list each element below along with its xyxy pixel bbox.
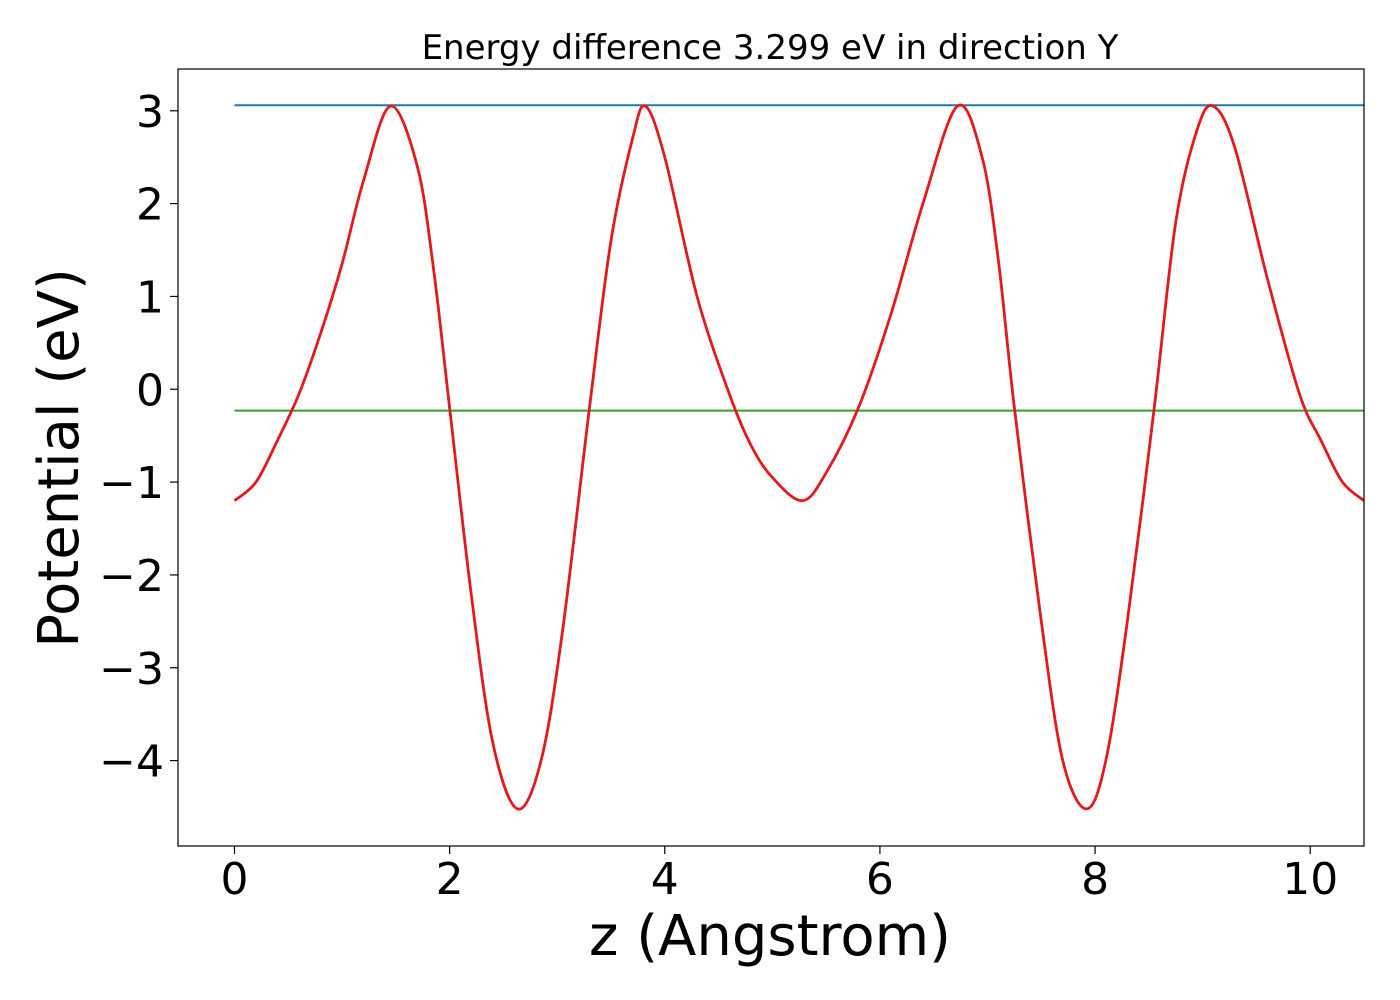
y-axis-label: Potential (eV) <box>27 268 92 648</box>
chart-title: Energy difference 3.299 eV in direction … <box>422 28 1119 68</box>
y-tick-label: −4 <box>99 737 164 788</box>
y-tick-label: 1 <box>136 272 164 323</box>
y-tick-label: 2 <box>136 180 164 231</box>
plot-area <box>233 103 1365 811</box>
x-tick-label: 0 <box>220 854 248 905</box>
y-tick-label: 3 <box>136 87 164 138</box>
y-axis: −4 −3 −2 −1 0 1 2 3 <box>99 87 178 788</box>
y-tick-label: −2 <box>99 551 164 602</box>
axes-frame <box>177 68 1365 847</box>
y-tick-label: 0 <box>136 365 164 416</box>
x-tick-label: 10 <box>1282 854 1338 905</box>
x-axis: 0 2 4 6 8 10 <box>220 846 1338 905</box>
potential-curve <box>233 103 1365 811</box>
y-tick-label: −3 <box>99 644 164 695</box>
x-tick-label: 2 <box>436 854 464 905</box>
x-tick-label: 8 <box>1081 854 1109 905</box>
x-axis-label: z (Angstrom) <box>589 904 951 969</box>
y-tick-label: −1 <box>99 458 164 509</box>
x-tick-label: 6 <box>866 854 894 905</box>
x-tick-label: 4 <box>651 854 679 905</box>
